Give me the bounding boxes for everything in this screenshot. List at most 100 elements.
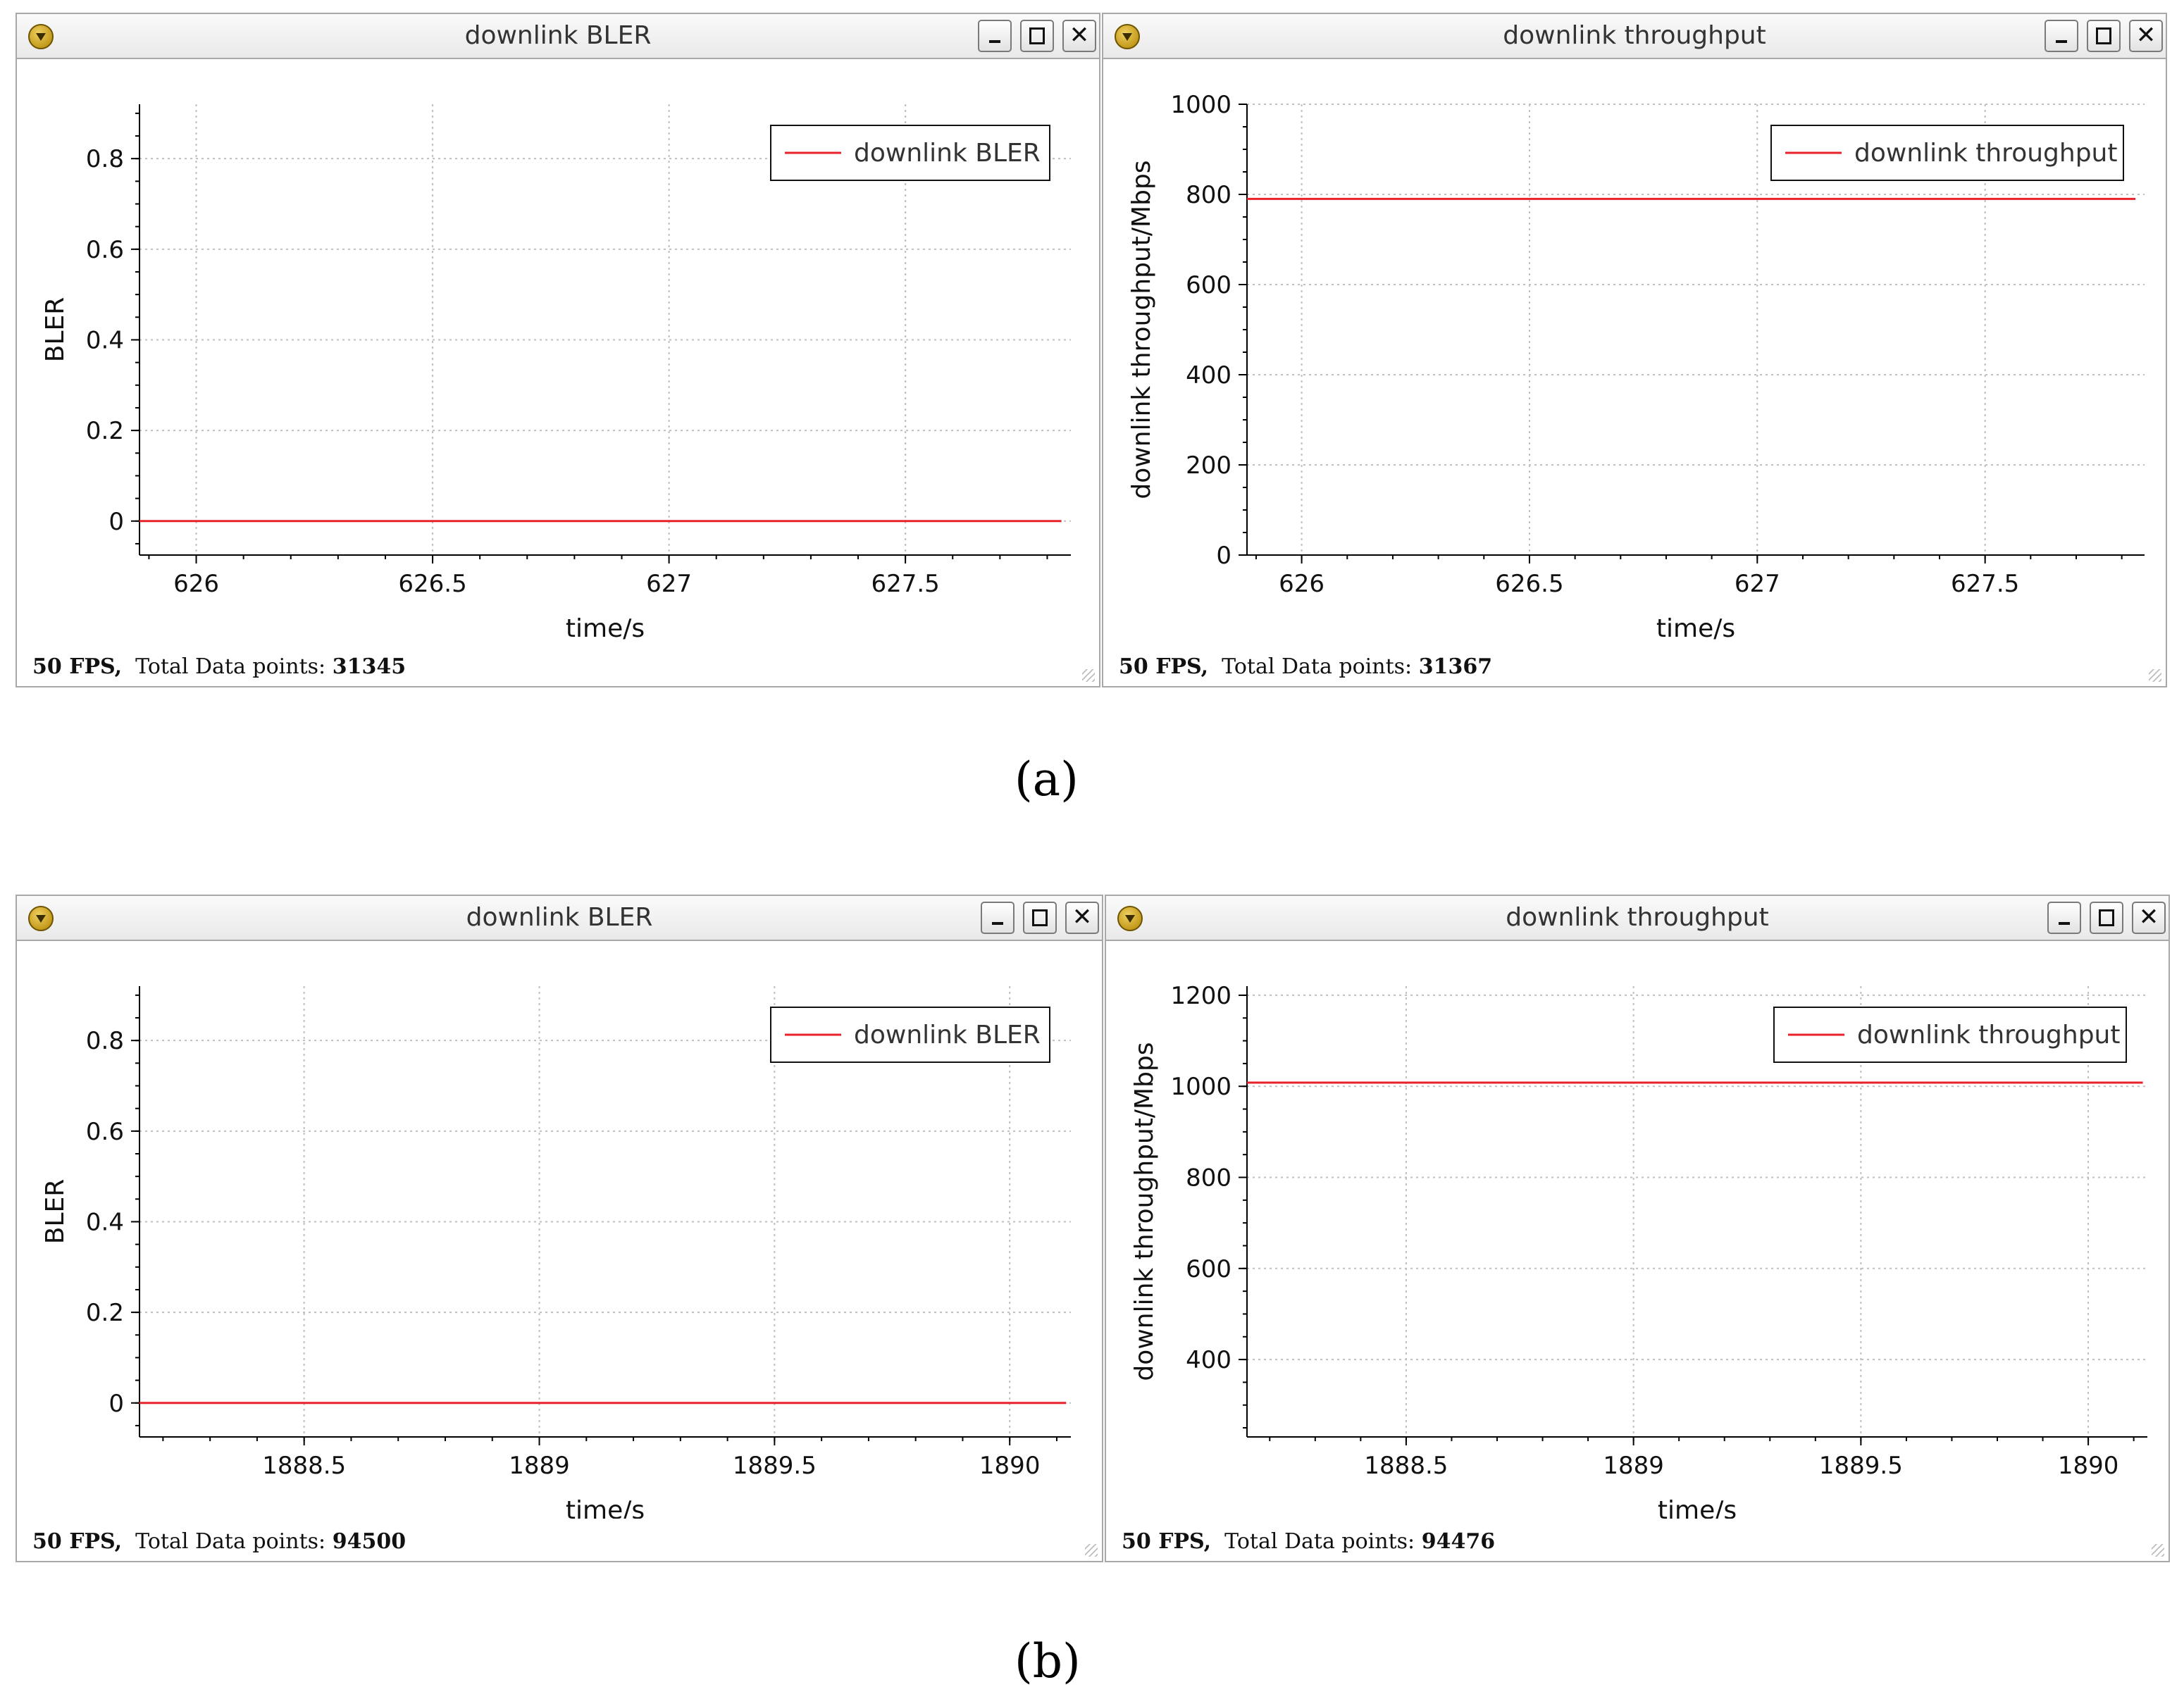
- y-tick-label: 0: [108, 1390, 124, 1418]
- close-button[interactable]: ✕: [2132, 902, 2166, 934]
- chart-b1: 0 0.2 0.4 0.6 0.8 1888.5 1889 1889.5 1890 time/s B…: [41, 986, 1071, 1519]
- x-tick-label: 1890: [979, 1452, 1041, 1480]
- x-tick-label: 626: [1279, 570, 1324, 598]
- funnel-icon[interactable]: [28, 906, 54, 931]
- maximize-button[interactable]: [1023, 902, 1057, 934]
- resize-grip[interactable]: [1082, 669, 1095, 682]
- y-tick-label: 1000: [1170, 1073, 1231, 1101]
- fps-text: 50 FPS,: [1119, 654, 1209, 679]
- window-title: downlink BLER: [464, 21, 652, 50]
- legend-label: downlink BLER: [854, 139, 1041, 168]
- window-downlink-bler-b: downlink BLER ✕ 0 0.2 0.4 0.6 0.8 1888.5 1889 1…: [15, 895, 1103, 1562]
- points-label: Total Data points:: [1224, 1529, 1415, 1554]
- x-tick-label: 626.5: [398, 570, 466, 598]
- status-text: 50 FPS, Total Data points: 31367: [1119, 654, 1492, 679]
- status-text: 50 FPS, Total Data points: 94476: [1122, 1529, 1495, 1554]
- fps-text: 50 FPS,: [32, 654, 123, 679]
- title-bar[interactable]: downlink throughput ✕: [1106, 896, 2169, 941]
- maximize-button[interactable]: [2087, 20, 2121, 52]
- window-title: downlink throughput: [1506, 903, 1769, 932]
- window-downlink-throughput-a: downlink throughput ✕ 0 200 400 600 800 1000 6…: [1102, 13, 2167, 687]
- y-axis-label: BLER: [41, 1179, 70, 1245]
- legend-label: downlink throughput: [1854, 139, 2117, 168]
- y-tick-label: 0.6: [86, 236, 124, 264]
- y-tick-label: 0: [1216, 542, 1231, 570]
- y-tick-label: 0.6: [86, 1118, 124, 1146]
- funnel-icon[interactable]: [1117, 906, 1143, 931]
- chart-a2: 0 200 400 600 800 1000 626 626.5 627 627.5 time/s d…: [1127, 91, 2145, 643]
- y-tick-label: 0.4: [86, 1208, 124, 1236]
- y-tick-label: 800: [1186, 1164, 1231, 1193]
- y-tick-label: 800: [1186, 181, 1231, 209]
- legend-label: downlink throughput: [1857, 1021, 2120, 1050]
- window-downlink-bler-a: downlink BLER ✕ 0 0.2 0.4 0.6 0.8 626 626.5 627…: [15, 13, 1100, 687]
- y-tick-label: 600: [1186, 1255, 1231, 1283]
- caption-a: (a): [1015, 752, 1079, 807]
- y-tick-label: 1200: [1170, 982, 1231, 1010]
- title-bar[interactable]: downlink throughput ✕: [1103, 14, 2166, 59]
- minimize-button[interactable]: [981, 902, 1015, 934]
- window-title: downlink throughput: [1503, 21, 1766, 50]
- points-value: 31345: [332, 654, 407, 679]
- points-value: 31367: [1418, 654, 1493, 679]
- close-button[interactable]: ✕: [1065, 902, 1099, 934]
- minimize-button[interactable]: [978, 20, 1012, 52]
- y-tick-label: 600: [1186, 271, 1231, 299]
- x-tick-label: 627.5: [871, 570, 939, 598]
- y-axis-label: BLER: [41, 297, 70, 363]
- x-tick-label: 1889.5: [1819, 1452, 1903, 1480]
- y-tick-label: 0.8: [86, 145, 124, 173]
- x-tick-label: 1888.5: [262, 1452, 346, 1480]
- points-label: Total Data points:: [1222, 654, 1413, 679]
- y-tick-label: 1000: [1170, 91, 1231, 119]
- caption-b: (b): [1015, 1634, 1081, 1688]
- funnel-icon[interactable]: [28, 24, 54, 49]
- maximize-button[interactable]: [2090, 902, 2123, 934]
- y-tick-label: 0.2: [86, 417, 124, 445]
- y-tick-label: 0.2: [86, 1299, 124, 1327]
- y-tick-label: 200: [1186, 452, 1231, 480]
- fps-text: 50 FPS,: [1122, 1529, 1212, 1554]
- x-tick-label: 1888.5: [1364, 1452, 1448, 1480]
- window-title: downlink BLER: [466, 903, 653, 932]
- title-bar[interactable]: downlink BLER ✕: [17, 896, 1102, 941]
- resize-grip[interactable]: [1085, 1544, 1098, 1557]
- x-tick-label: 1889: [1603, 1452, 1664, 1480]
- fps-text: 50 FPS,: [32, 1529, 123, 1554]
- chart-b2: 400 600 800 1000 1200 1888.5 1889 1889.5 1890 tim…: [1130, 982, 2147, 1519]
- title-bar[interactable]: downlink BLER ✕: [17, 14, 1099, 59]
- x-tick-label: 627: [1735, 570, 1780, 598]
- x-tick-label: 627: [646, 570, 692, 598]
- points-label: Total Data points:: [135, 654, 326, 679]
- close-button[interactable]: ✕: [1062, 20, 1096, 52]
- y-tick-label: 0.4: [86, 326, 124, 354]
- close-button[interactable]: ✕: [2129, 20, 2163, 52]
- x-tick-label: 1889: [509, 1452, 570, 1480]
- x-axis-label: time/s: [566, 1496, 645, 1519]
- x-tick-label: 1889.5: [733, 1452, 817, 1480]
- status-text: 50 FPS, Total Data points: 31345: [32, 654, 406, 679]
- resize-grip[interactable]: [2149, 669, 2161, 682]
- y-tick-label: 0: [108, 508, 124, 536]
- minimize-button[interactable]: [2047, 902, 2081, 934]
- window-downlink-throughput-b: downlink throughput ✕ 400 600 800 1000 1200 1…: [1105, 895, 2170, 1562]
- y-tick-label: 0.8: [86, 1027, 124, 1055]
- x-axis-label: time/s: [1656, 614, 1735, 643]
- legend-label: downlink BLER: [854, 1021, 1041, 1050]
- x-tick-label: 626: [173, 570, 219, 598]
- x-axis-label: time/s: [1658, 1496, 1737, 1519]
- x-axis-label: time/s: [566, 614, 645, 643]
- funnel-icon[interactable]: [1115, 24, 1140, 49]
- points-label: Total Data points:: [135, 1529, 326, 1554]
- x-tick-label: 1890: [2058, 1452, 2119, 1480]
- y-axis-label: downlink throughput/Mbps: [1127, 160, 1156, 499]
- y-tick-label: 400: [1186, 361, 1231, 390]
- points-value: 94476: [1421, 1529, 1496, 1554]
- minimize-button[interactable]: [2045, 20, 2078, 52]
- maximize-button[interactable]: [1020, 20, 1054, 52]
- resize-grip[interactable]: [2152, 1544, 2164, 1557]
- status-text: 50 FPS, Total Data points: 94500: [32, 1529, 406, 1554]
- chart-a1: 0 0.2 0.4 0.6 0.8 626 626.5 627 627.5 time/s BLER d…: [41, 104, 1071, 643]
- x-tick-label: 626.5: [1495, 570, 1563, 598]
- y-tick-label: 400: [1186, 1346, 1231, 1374]
